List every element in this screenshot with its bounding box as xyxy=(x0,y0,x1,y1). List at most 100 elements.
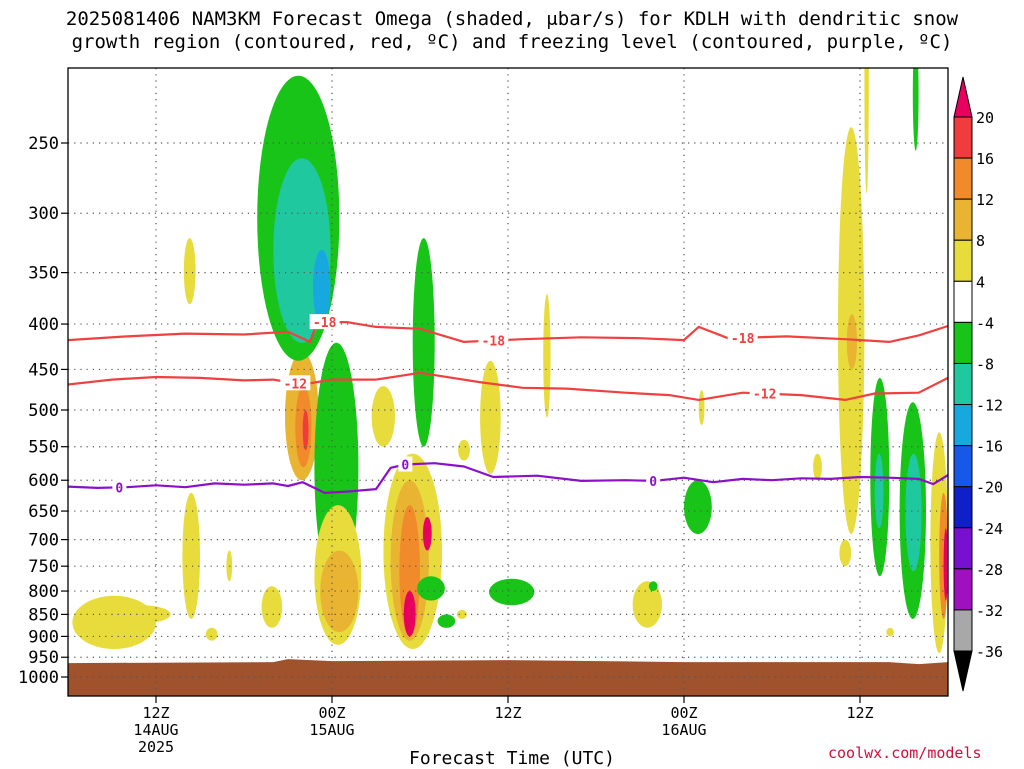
colorbar-segment-0 xyxy=(953,116,973,159)
colorbar-segment-4 xyxy=(953,280,973,323)
omega-region-34 xyxy=(698,390,705,426)
dgz-contour-0-label-bg-0 xyxy=(309,314,340,330)
x-tick-label-12-1: 14AUG xyxy=(133,721,178,739)
y-tick-label-950: 950 xyxy=(28,648,59,668)
y-tick-label-450: 450 xyxy=(28,360,59,380)
freezing-level-label-bg-1 xyxy=(398,456,413,472)
grid-lines xyxy=(68,68,948,696)
dgz-contour-0-label-0: -18 xyxy=(313,316,337,331)
chart-title-line1: 2025081406 NAM3KM Forecast Omega (shaded… xyxy=(65,8,959,30)
x-tick-label-12-0: 12Z xyxy=(142,704,169,722)
omega-region-30 xyxy=(543,294,551,418)
y-tick-label-550: 550 xyxy=(28,438,59,458)
y-tick-label-300: 300 xyxy=(28,204,59,224)
y-tick-label-800: 800 xyxy=(28,582,59,602)
freezing-level-label-1: 0 xyxy=(401,459,409,474)
y-tick-label-350: 350 xyxy=(28,264,59,284)
omega-shading xyxy=(72,68,948,654)
colorbar-label-10: -24 xyxy=(976,520,1003,538)
omega-region-16 xyxy=(320,550,359,633)
dgz-contour-1-label-0: -12 xyxy=(284,377,307,392)
omega-region-44 xyxy=(905,453,922,572)
omega-region-38 xyxy=(846,314,858,370)
omega-region-39 xyxy=(864,68,869,194)
colorbar-label-9: -20 xyxy=(976,479,1003,497)
colorbar-segment-8 xyxy=(953,445,973,488)
dgz-contour-0-label-2: -18 xyxy=(731,332,755,347)
omega-region-2 xyxy=(183,238,196,305)
omega-region-21 xyxy=(403,591,416,637)
colorbar-label-0: 20 xyxy=(976,109,994,127)
omega-region-25 xyxy=(437,614,456,628)
omega-region-23 xyxy=(412,238,435,447)
freezing-level-line xyxy=(68,462,948,494)
terrain-polygon xyxy=(68,659,948,696)
dgz-contour-0-label-1: -18 xyxy=(482,335,506,350)
x-tick-label-24-1: 15AUG xyxy=(309,721,354,739)
y-tick-label-400: 400 xyxy=(28,315,59,335)
omega-region-6 xyxy=(261,586,283,628)
y-tick-label-250: 250 xyxy=(28,134,59,154)
colorbar-label-8: -16 xyxy=(976,438,1003,456)
colorbar-segment-9 xyxy=(953,486,973,529)
omega-region-42 xyxy=(886,627,894,637)
omega-region-24 xyxy=(417,576,445,601)
colorbar-segment-1 xyxy=(953,157,973,200)
x-tick-label-60-0: 12Z xyxy=(846,704,873,722)
y-tick-label-900: 900 xyxy=(28,627,59,647)
omega-region-31 xyxy=(632,581,662,628)
omega-region-45 xyxy=(912,68,919,151)
pressure-axis: 2503003504004505005506006507007508008509… xyxy=(18,134,68,688)
omega-region-26 xyxy=(456,609,467,619)
credit-text: coolwx.com/models xyxy=(828,744,982,762)
colorbar-label-13: -36 xyxy=(976,643,1003,661)
x-axis-label: Forecast Time (UTC) xyxy=(409,748,615,769)
colorbar-segment-6 xyxy=(953,362,973,406)
dgz-contour-1-label-bg-1 xyxy=(749,385,780,401)
omega-region-48 xyxy=(943,528,948,601)
colorbar-label-5: -4 xyxy=(976,314,994,332)
omega-region-3 xyxy=(182,492,200,619)
colorbar-label-11: -28 xyxy=(976,561,1003,579)
colorbar-label-12: -32 xyxy=(976,602,1003,620)
freezing-level-label-2: 0 xyxy=(649,475,657,490)
omega-region-12 xyxy=(312,249,331,325)
x-tick-label-48-1: 16AUG xyxy=(661,721,706,739)
colorbar-label-7: -12 xyxy=(976,397,1003,415)
omega-region-28 xyxy=(480,360,501,474)
contours: -18 -18 -18 -12 -12 0 0 0 xyxy=(68,314,948,496)
y-tick-label-700: 700 xyxy=(28,531,59,551)
x-tick-label-24-0: 00Z xyxy=(318,704,345,722)
colorbar-segment-2 xyxy=(953,198,973,241)
dgz-contour-1-label-1: -12 xyxy=(753,388,776,403)
omega-region-36 xyxy=(839,539,852,567)
freezing-level-label-bg-2 xyxy=(646,472,661,488)
colorbar-segment-12 xyxy=(953,609,973,652)
colorbar-segment-5 xyxy=(953,321,973,364)
freezing-level-label-bg-0 xyxy=(112,479,127,495)
omega-region-9 xyxy=(302,410,309,451)
x-tick-label-12-2: 2025 xyxy=(138,738,174,756)
omega-region-35 xyxy=(813,453,822,481)
x-tick-label-48-0: 00Z xyxy=(670,704,697,722)
colorbar: 20 16 12 8 4 -4 -8 -12 -16 -20 -24 -28 -32 -36 xyxy=(953,76,1003,692)
chart-title-line2: growth region (contoured, red, ºC) and f… xyxy=(71,31,953,53)
dgz-contour-0-label-bg-1 xyxy=(478,332,509,348)
y-tick-label-500: 500 xyxy=(28,401,59,421)
omega-region-17 xyxy=(371,386,395,447)
y-tick-label-750: 750 xyxy=(28,557,59,577)
colorbar-segment-10 xyxy=(953,527,973,570)
colorbar-segment-3 xyxy=(953,239,973,282)
dgz-contour-0-label-bg-2 xyxy=(727,329,758,345)
dgz-contour-1-label-bg-0 xyxy=(280,375,311,391)
colorbar-segment-7 xyxy=(953,404,973,447)
colorbar-label-3: 8 xyxy=(976,232,985,250)
colorbar-label-2: 12 xyxy=(976,191,994,209)
colorbar-label-6: -8 xyxy=(976,355,994,373)
omega-region-41 xyxy=(874,453,884,529)
freezing-level-label-0: 0 xyxy=(115,481,123,496)
omega-region-22 xyxy=(422,516,432,551)
y-tick-label-1000: 1000 xyxy=(18,668,59,688)
